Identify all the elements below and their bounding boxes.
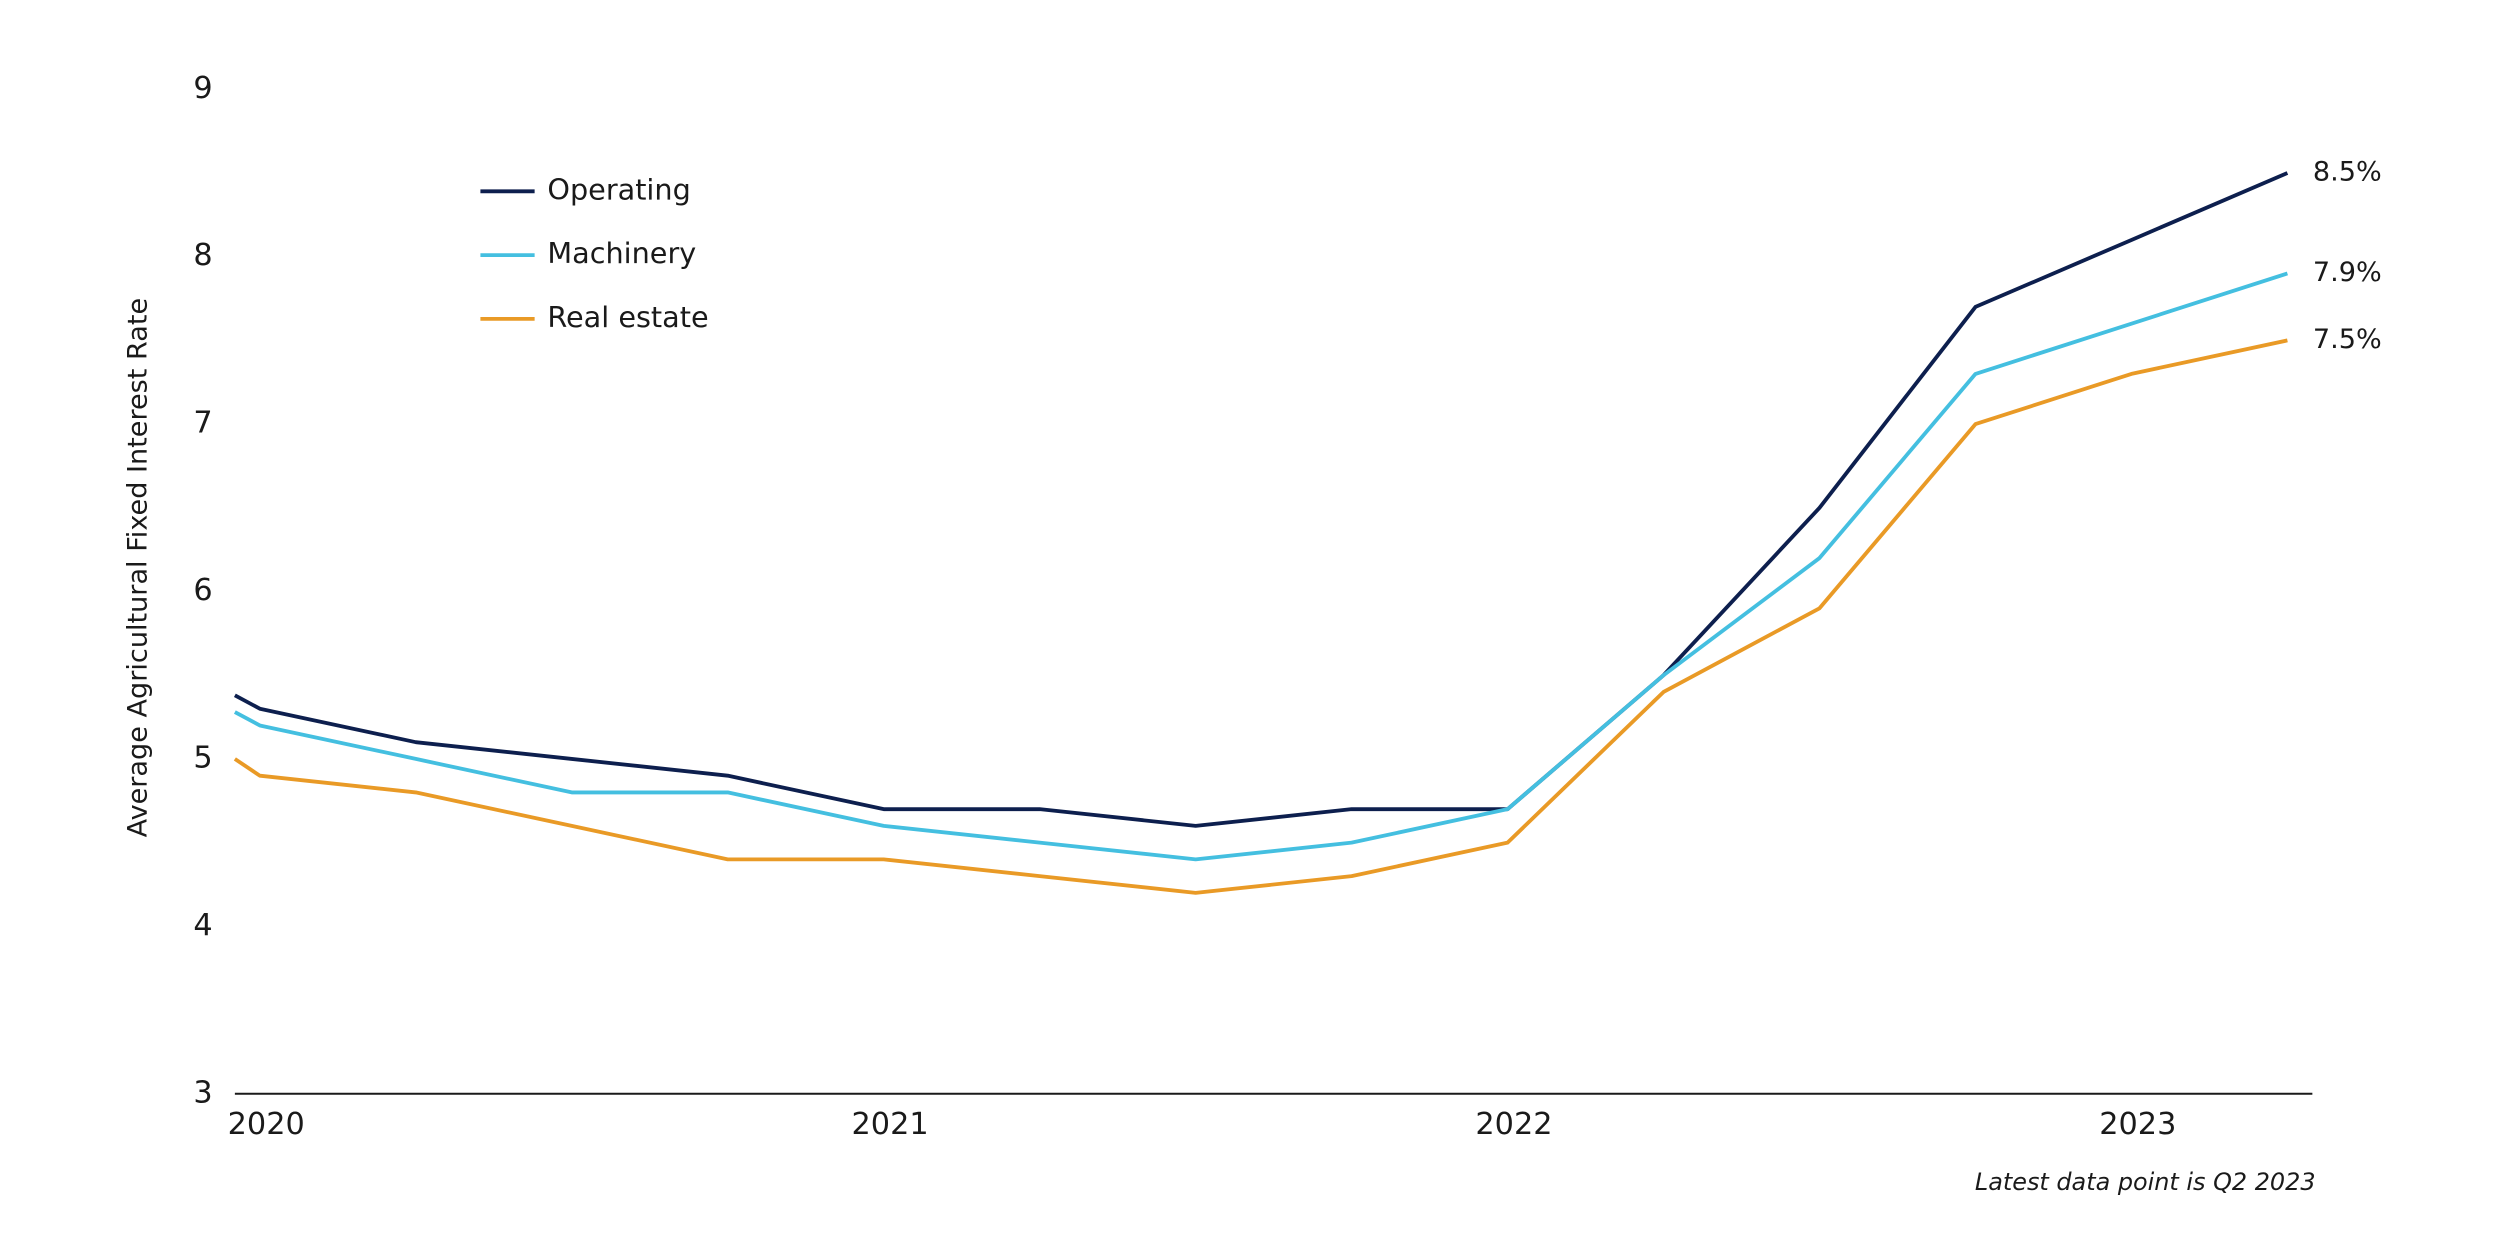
x-tick-label: 2023	[2099, 1107, 2176, 1142]
y-axis-label: Average Agricultural Fixed Interest Rate	[123, 298, 154, 838]
series-line	[233, 171, 2289, 828]
data-label: 8.5%	[2313, 156, 2382, 187]
data-label: 7.9%	[2313, 257, 2382, 288]
annotation: Latest data point is Q2 2023	[1975, 1168, 2316, 1196]
legend-label: Real estate	[547, 300, 708, 334]
y-tick-label: 4	[193, 908, 212, 943]
x-tick-label: 2020	[228, 1107, 305, 1142]
series-line	[233, 338, 2288, 895]
y-tick-label: 6	[193, 573, 212, 608]
data-label: 7.5%	[2313, 324, 2382, 355]
y-tick-label: 7	[193, 406, 212, 441]
y-tick-label: 8	[193, 238, 212, 273]
x-tick-label: 2021	[852, 1107, 929, 1142]
legend-label: Operating	[547, 172, 690, 206]
y-tick-label: 5	[193, 740, 212, 775]
y-tick-label: 9	[193, 71, 212, 106]
x-tick-label: 2022	[1475, 1107, 1552, 1142]
legend-label: Machinery	[547, 236, 696, 270]
y-tick-label: 3	[193, 1075, 212, 1110]
series-line	[233, 271, 2288, 862]
